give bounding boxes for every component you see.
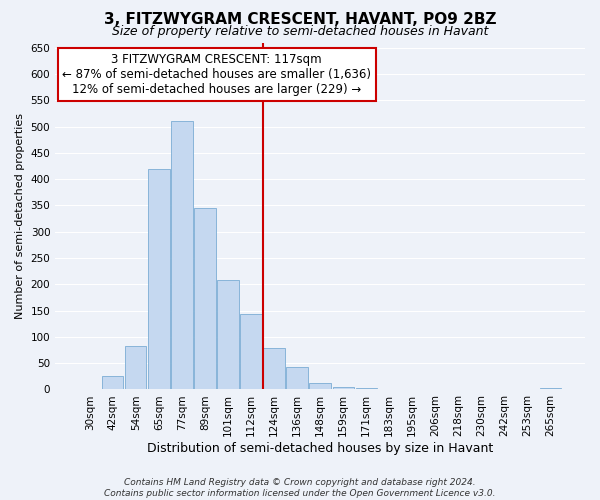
Bar (540, 388, 561, 390)
Text: Size of property relative to semi-detached houses in Havant: Size of property relative to semi-detach… (112, 25, 488, 38)
Bar (310, 383, 331, 390)
Bar (332, 387, 353, 390)
Bar (217, 280, 239, 390)
Bar (148, 168, 170, 390)
Text: 3, FITZWYGRAM CRESCENT, HAVANT, PO9 2BZ: 3, FITZWYGRAM CRESCENT, HAVANT, PO9 2BZ (104, 12, 496, 28)
Bar (194, 208, 215, 390)
Bar (263, 348, 284, 390)
Bar (356, 388, 377, 390)
Bar (125, 346, 146, 390)
Bar (241, 314, 262, 390)
Text: 3 FITZWYGRAM CRESCENT: 117sqm
← 87% of semi-detached houses are smaller (1,636)
: 3 FITZWYGRAM CRESCENT: 117sqm ← 87% of s… (62, 53, 371, 96)
Text: Contains HM Land Registry data © Crown copyright and database right 2024.
Contai: Contains HM Land Registry data © Crown c… (104, 478, 496, 498)
X-axis label: Distribution of semi-detached houses by size in Havant: Distribution of semi-detached houses by … (147, 442, 493, 455)
Bar (172, 122, 193, 390)
Bar (286, 368, 308, 390)
Bar (102, 376, 124, 390)
Y-axis label: Number of semi-detached properties: Number of semi-detached properties (15, 113, 25, 319)
